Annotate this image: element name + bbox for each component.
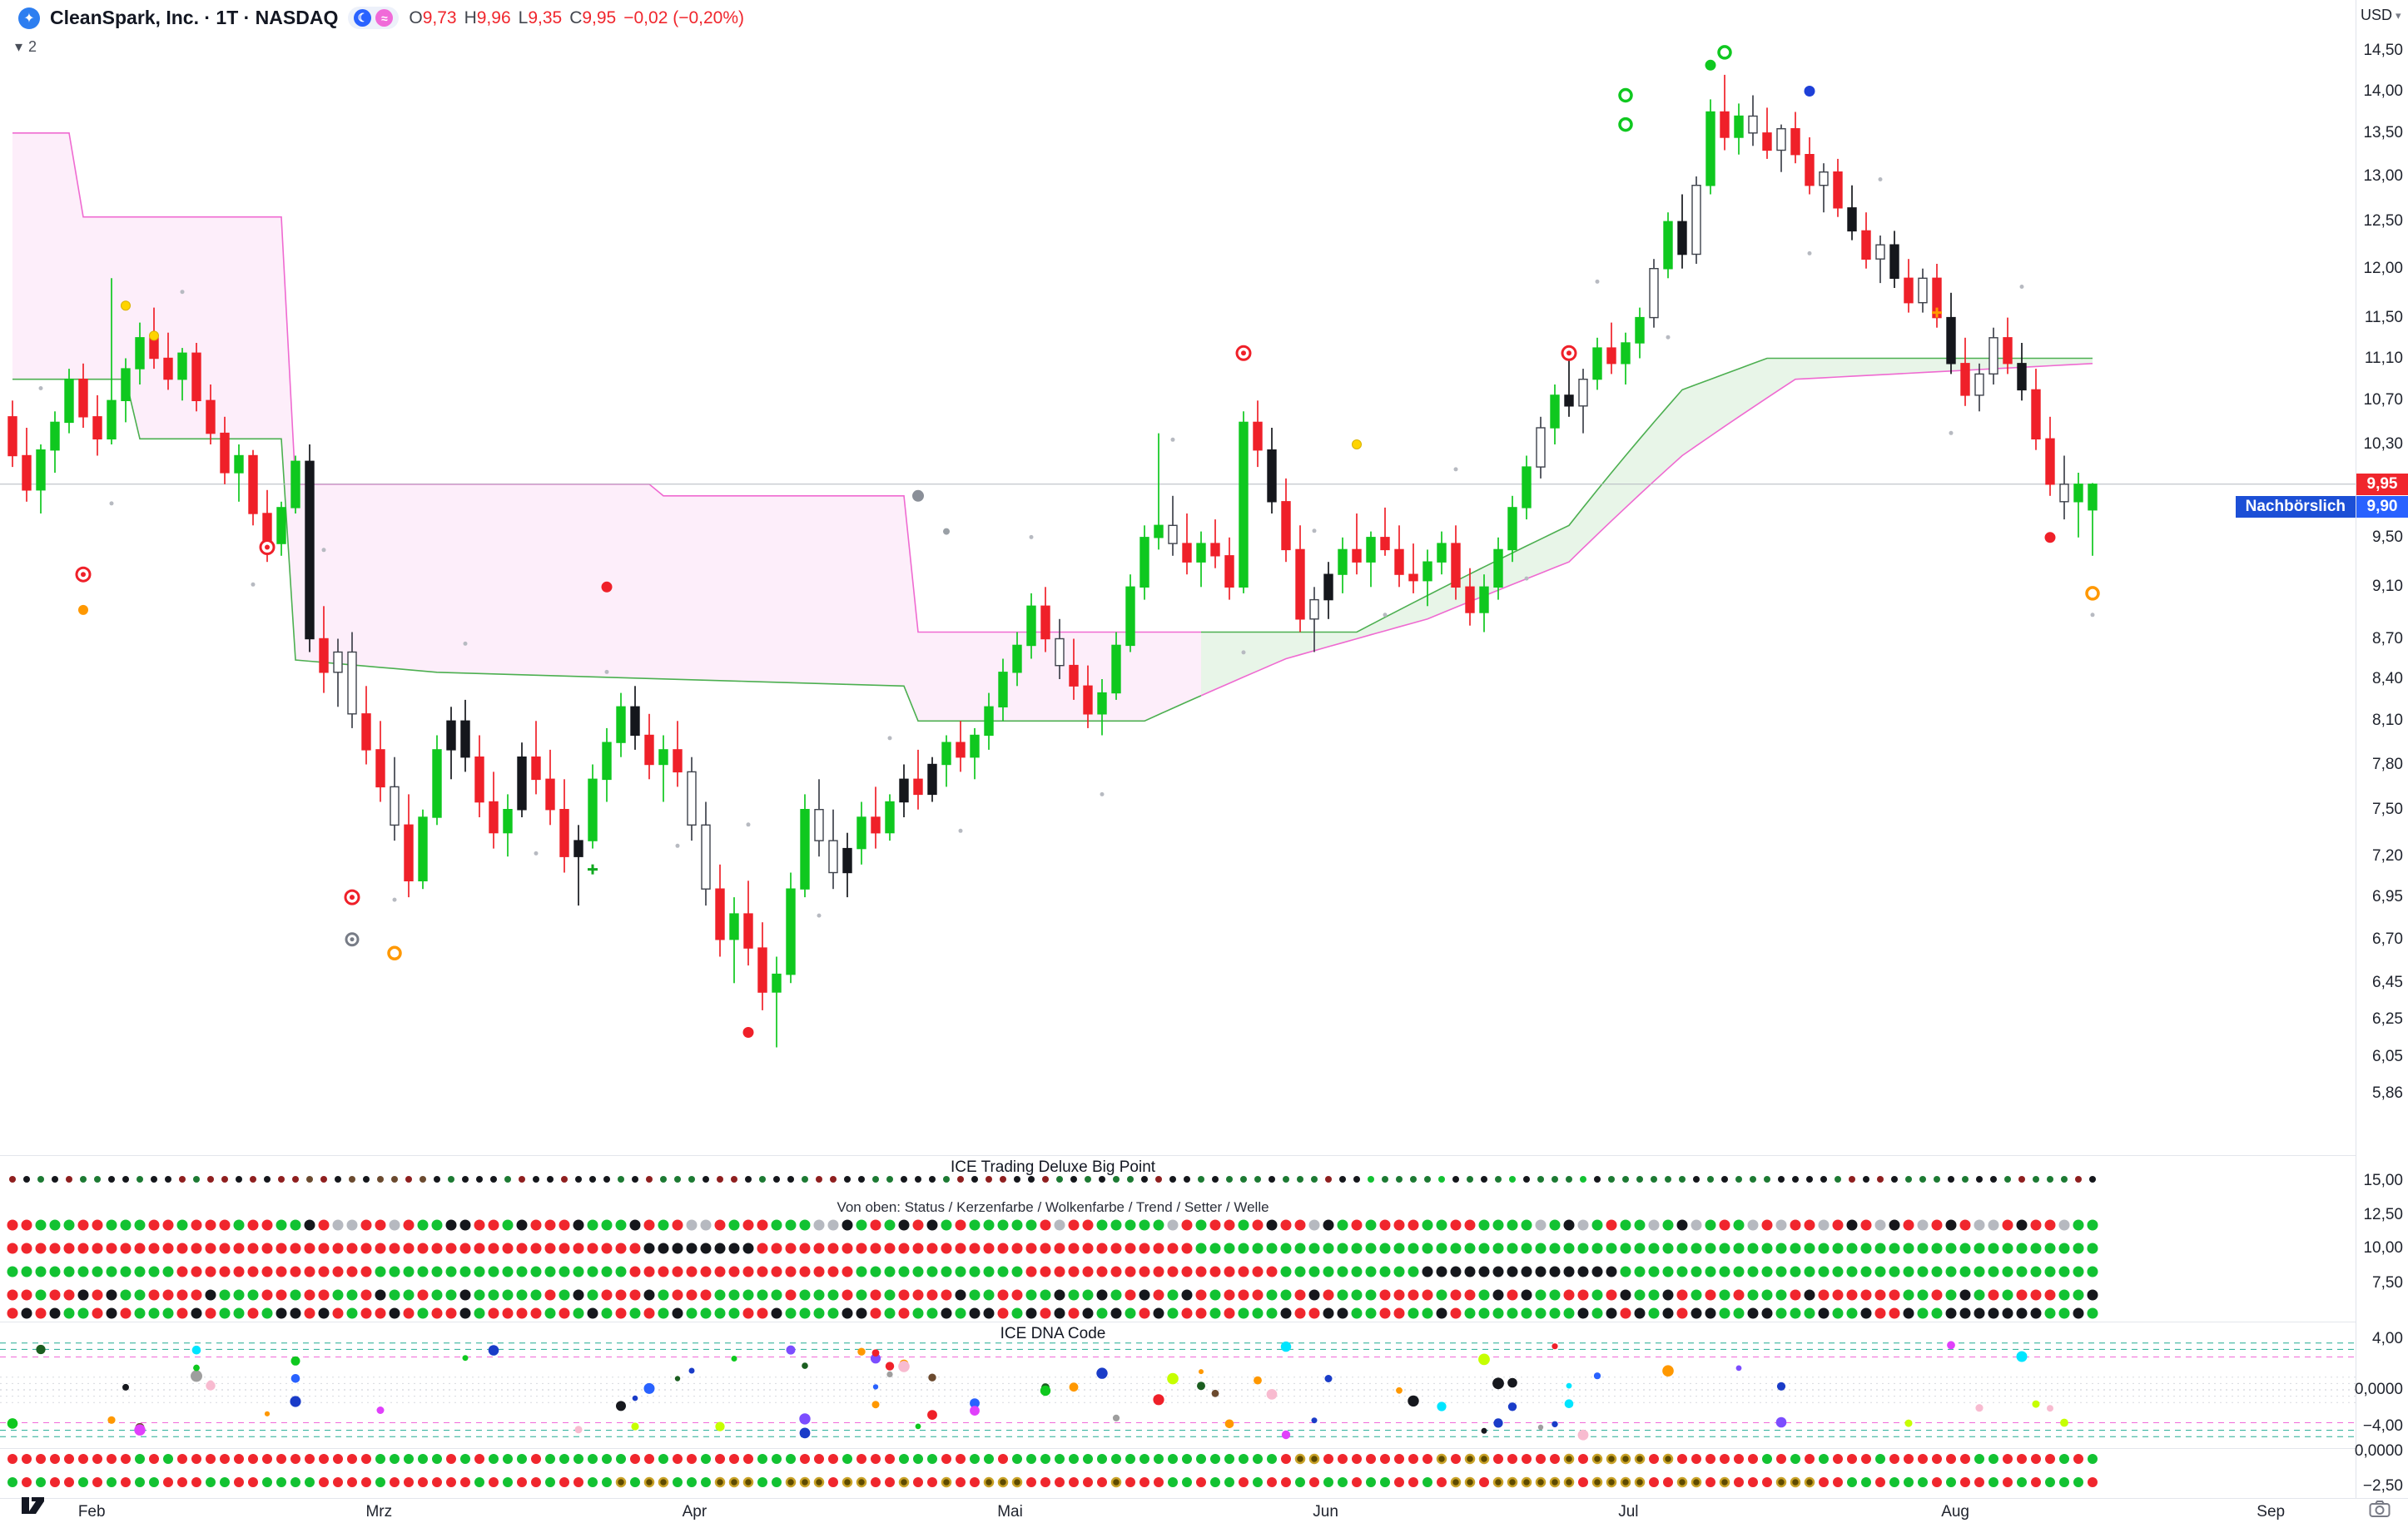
price-label: 10,00 bbox=[2363, 1239, 2403, 1257]
layers-count: 2 bbox=[28, 38, 37, 55]
signal-markers bbox=[75, 45, 2100, 1038]
price-label: 6,05 bbox=[2372, 1047, 2403, 1065]
time-label: Apr bbox=[682, 1503, 708, 1521]
lower-indicator-rows bbox=[7, 1453, 2098, 1488]
price-label: 13,50 bbox=[2363, 123, 2403, 141]
price-label: 8,10 bbox=[2372, 712, 2403, 730]
wave-icon: ≈ bbox=[375, 9, 394, 27]
price-label: 15,00 bbox=[2363, 1172, 2403, 1189]
price-label: 10,30 bbox=[2363, 435, 2403, 453]
price-label: 14,00 bbox=[2363, 82, 2403, 100]
open-label: O bbox=[409, 7, 423, 27]
dna-dots bbox=[7, 1341, 2068, 1441]
high-label: H bbox=[464, 7, 477, 27]
time-label: Aug bbox=[1941, 1503, 1969, 1521]
symbol-logo-icon[interactable]: ✦ bbox=[18, 7, 40, 29]
candles-layer bbox=[7, 74, 2098, 1048]
pane-separator[interactable] bbox=[0, 1155, 2408, 1156]
object-tree-toggle[interactable]: ▾ 2 bbox=[15, 38, 37, 56]
currency-label: USD bbox=[2361, 7, 2393, 23]
price-label: 6,70 bbox=[2372, 930, 2403, 948]
change-value: −0,02 (−0,20%) bbox=[623, 7, 744, 27]
tradingview-logo[interactable] bbox=[20, 1493, 58, 1522]
price-label: 6,95 bbox=[2372, 888, 2403, 906]
pane-separator bbox=[0, 1498, 2408, 1499]
time-label: Mrz bbox=[365, 1503, 393, 1521]
low-value: 9,35 bbox=[528, 7, 563, 27]
chart-canvas[interactable] bbox=[0, 0, 2356, 1498]
price-label: 5,86 bbox=[2372, 1084, 2403, 1102]
price-label: 14,50 bbox=[2363, 42, 2403, 59]
price-label: 7,20 bbox=[2372, 847, 2403, 866]
time-label: Mai bbox=[997, 1503, 1023, 1521]
price-label: 6,25 bbox=[2372, 1010, 2403, 1028]
price-label: 13,00 bbox=[2363, 167, 2403, 185]
currency-button[interactable]: USD ▾ bbox=[2361, 7, 2401, 24]
symbol-title[interactable]: CleanSpark, Inc. · 1T · NASDAQ bbox=[50, 7, 339, 28]
time-label: Jul bbox=[1618, 1503, 1639, 1521]
big-point-panel-title[interactable]: ICE Trading Deluxe Big Point bbox=[950, 1158, 1156, 1176]
price-label: 9,10 bbox=[2372, 578, 2403, 596]
price-label: 9,50 bbox=[2372, 528, 2403, 546]
dna-gridlines bbox=[0, 1342, 2356, 1437]
price-label: −4,00 bbox=[2362, 1417, 2403, 1435]
low-label: L bbox=[518, 7, 529, 27]
pane-separator[interactable] bbox=[0, 1448, 2408, 1449]
price-label: 10,70 bbox=[2363, 391, 2403, 409]
price-label: 4,00 bbox=[2372, 1330, 2403, 1347]
price-label: 7,50 bbox=[2372, 800, 2403, 818]
afterhours-price: 9,90 bbox=[2356, 495, 2408, 518]
price-label: 7,50 bbox=[2372, 1274, 2403, 1292]
dust-dots bbox=[38, 177, 2095, 918]
price-label: 12,50 bbox=[2363, 212, 2403, 231]
price-label: 7,80 bbox=[2372, 755, 2403, 773]
high-value: 9,96 bbox=[476, 7, 511, 27]
price-axis[interactable]: 14,50 14,00 13,50 13,00 12,50 12,00 11,50 11,10… bbox=[2354, 0, 2408, 1498]
price-label: 0,0000 bbox=[2354, 1381, 2403, 1398]
chevron-down-icon: ▾ bbox=[15, 38, 23, 55]
moon-icon: ☾ bbox=[354, 9, 372, 27]
close-value: 9,95 bbox=[582, 7, 617, 27]
big-point-panel-subtitle: Von oben: Status / Kerzenfarbe / Wolkenf… bbox=[837, 1199, 1269, 1215]
ohlc-readout: O9,73 H9,96 L9,35 C9,95 −0,02 (−0,20%) bbox=[409, 8, 744, 28]
dna-panel-title[interactable]: ICE DNA Code bbox=[1000, 1325, 1106, 1342]
price-label: 12,00 bbox=[2363, 259, 2403, 277]
close-label: C bbox=[569, 7, 583, 27]
time-label: Sep bbox=[2257, 1503, 2286, 1521]
price-label: 12,50 bbox=[2363, 1206, 2403, 1223]
price-label: −2,50 bbox=[2362, 1477, 2403, 1495]
price-label: 8,70 bbox=[2372, 629, 2403, 647]
indicator-pill[interactable]: ☾ ≈ bbox=[348, 7, 400, 29]
price-label: 8,40 bbox=[2372, 670, 2403, 687]
price-label: 6,45 bbox=[2372, 974, 2403, 992]
time-axis[interactable]: Feb Mrz Apr Mai Jun Jul Aug Sep bbox=[0, 1499, 2408, 1523]
price-label: 11,50 bbox=[2364, 308, 2403, 326]
afterhours-label: Nachbörslich bbox=[2235, 495, 2356, 518]
big-point-rows bbox=[7, 1176, 2098, 1319]
last-price-badge: 9,95 bbox=[2356, 473, 2408, 495]
time-label: Feb bbox=[77, 1503, 106, 1521]
camera-icon[interactable] bbox=[2369, 1500, 2391, 1522]
price-label: 11,10 bbox=[2364, 349, 2403, 367]
afterhours-badge: Nachbörslich 9,90 bbox=[2235, 495, 2408, 518]
time-label: Jun bbox=[1313, 1503, 1338, 1521]
chevron-down-icon: ▾ bbox=[2396, 8, 2401, 22]
price-label: 0,0000 bbox=[2354, 1442, 2403, 1460]
symbol-header: ✦ CleanSpark, Inc. · 1T · NASDAQ ☾ ≈ O9,… bbox=[18, 7, 744, 29]
open-value: 9,73 bbox=[422, 7, 457, 27]
